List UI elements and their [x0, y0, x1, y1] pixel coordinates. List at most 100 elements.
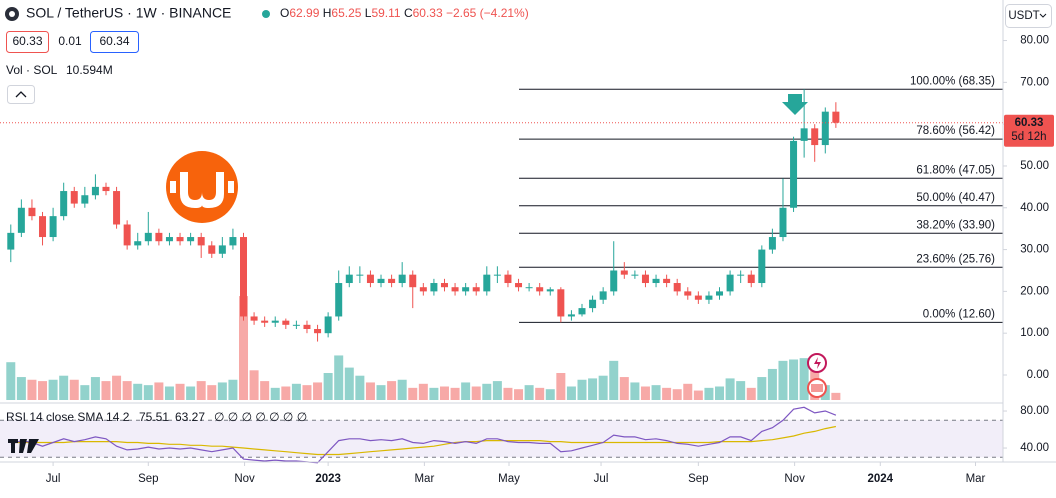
candle-body — [546, 289, 554, 292]
x-tick-label: 2023 — [315, 473, 341, 485]
candle-body — [102, 186, 110, 192]
candle-body — [790, 140, 798, 208]
volume-bar — [598, 375, 608, 400]
candle-body — [377, 278, 385, 284]
candle-body — [271, 320, 279, 323]
volume-bar — [662, 387, 672, 400]
volume-bar — [69, 379, 79, 400]
volume-bar — [619, 377, 629, 400]
candle-body — [525, 287, 533, 289]
value: 60.33 — [413, 6, 443, 20]
fib-label: 61.80% (47.05) — [916, 164, 995, 176]
tradingview-logo[interactable] — [8, 439, 39, 453]
candle-body — [811, 128, 819, 146]
volume-bar — [154, 382, 164, 400]
volume-bar — [651, 385, 661, 400]
candle-body — [366, 274, 374, 284]
last-price-tag — [1004, 114, 1054, 147]
symbol-title[interactable]: SOL / TetherUS · 1W · BINANCE — [26, 5, 231, 21]
volume-bar — [566, 386, 576, 400]
volume-bar — [588, 378, 598, 400]
candle-body — [578, 308, 586, 315]
currency-button[interactable] — [1005, 4, 1052, 28]
candle-body — [409, 274, 417, 288]
candle-body — [737, 274, 745, 276]
candle-body — [49, 216, 57, 238]
collapse-button[interactable] — [7, 85, 35, 104]
candle-body — [620, 270, 628, 275]
flag-icon — [811, 384, 823, 392]
candle-body — [419, 287, 427, 292]
arrow-marker — [782, 94, 808, 115]
y-tick-label: 20.00 — [1020, 285, 1049, 297]
sell-price[interactable]: 60.33 — [12, 34, 42, 48]
x-tick-label: 2024 — [867, 473, 893, 485]
candle-body — [800, 128, 808, 141]
volume-bar — [640, 386, 650, 400]
candle-body — [70, 191, 78, 204]
volume-bar — [535, 387, 545, 400]
candle-body — [557, 289, 565, 317]
candle-body — [176, 237, 184, 242]
candle-body — [7, 232, 15, 250]
value: 59.11 — [371, 6, 400, 20]
dropdown-arrow — [1039, 13, 1047, 18]
currency[interactable]: USDT — [1008, 10, 1039, 22]
volume-bar — [746, 387, 756, 400]
fib-label: 23.60% (25.76) — [916, 253, 995, 265]
volume-bar — [704, 387, 714, 400]
candle-body — [462, 287, 470, 292]
volume-bar — [6, 362, 16, 400]
change: −2.65 (−4.21%) — [446, 6, 529, 20]
candle-body — [208, 245, 216, 254]
candle-body — [324, 316, 332, 334]
volume-bar — [228, 379, 238, 400]
buy-button[interactable] — [90, 31, 139, 53]
volume-bar — [715, 386, 725, 400]
candle-body — [705, 295, 713, 300]
candle-body — [28, 207, 36, 217]
candle-body — [652, 278, 660, 284]
y-tick-label: 40.00 — [1020, 202, 1049, 214]
y-tick-label: 30.00 — [1020, 244, 1049, 256]
volume-bar — [439, 386, 449, 400]
candle-body — [123, 224, 131, 246]
value: 65.25 — [331, 6, 361, 20]
volume-bar — [143, 385, 153, 400]
volume-bar — [175, 383, 185, 400]
candle-body — [451, 287, 459, 292]
rsi-sma-value: 63.27 — [175, 410, 205, 424]
fib-label: 38.20% (33.90) — [916, 219, 995, 231]
volume-bar — [90, 377, 100, 400]
candle-body — [747, 274, 755, 284]
volume-bar — [789, 359, 799, 400]
volume-bar — [38, 381, 48, 400]
sell-button[interactable] — [6, 31, 49, 53]
x-tick-label: Jul — [594, 473, 609, 485]
candle-body — [641, 274, 649, 284]
x-tick-label: Mar — [966, 473, 986, 485]
candle-body — [758, 249, 766, 284]
volume-bar — [334, 355, 344, 400]
candle-body — [599, 291, 607, 300]
volume-bar — [80, 385, 90, 400]
volume-bar — [503, 387, 513, 400]
candle-body — [134, 241, 142, 246]
x-tick-label: Sep — [688, 473, 708, 485]
volume-bar — [492, 381, 502, 400]
x-tick-label: Nov — [234, 473, 255, 485]
buy-price[interactable]: 60.34 — [99, 34, 129, 48]
rsi-title: RSI 14 close SMA 14 2 — [6, 410, 130, 424]
fib-label: 0.00% (12.60) — [923, 308, 995, 320]
volume-bar — [270, 387, 280, 400]
candle-body — [673, 283, 681, 292]
rsi-extra: ∅ ∅ ∅ ∅ ∅ ∅ ∅ — [214, 410, 307, 424]
candle-body — [303, 324, 311, 330]
candle-body — [768, 237, 776, 250]
chevron — [15, 91, 27, 98]
volume-bar — [186, 386, 196, 400]
volume-bar — [514, 389, 524, 400]
volume-bar — [217, 382, 227, 400]
candle-body — [821, 111, 829, 146]
candle-body — [610, 270, 618, 292]
